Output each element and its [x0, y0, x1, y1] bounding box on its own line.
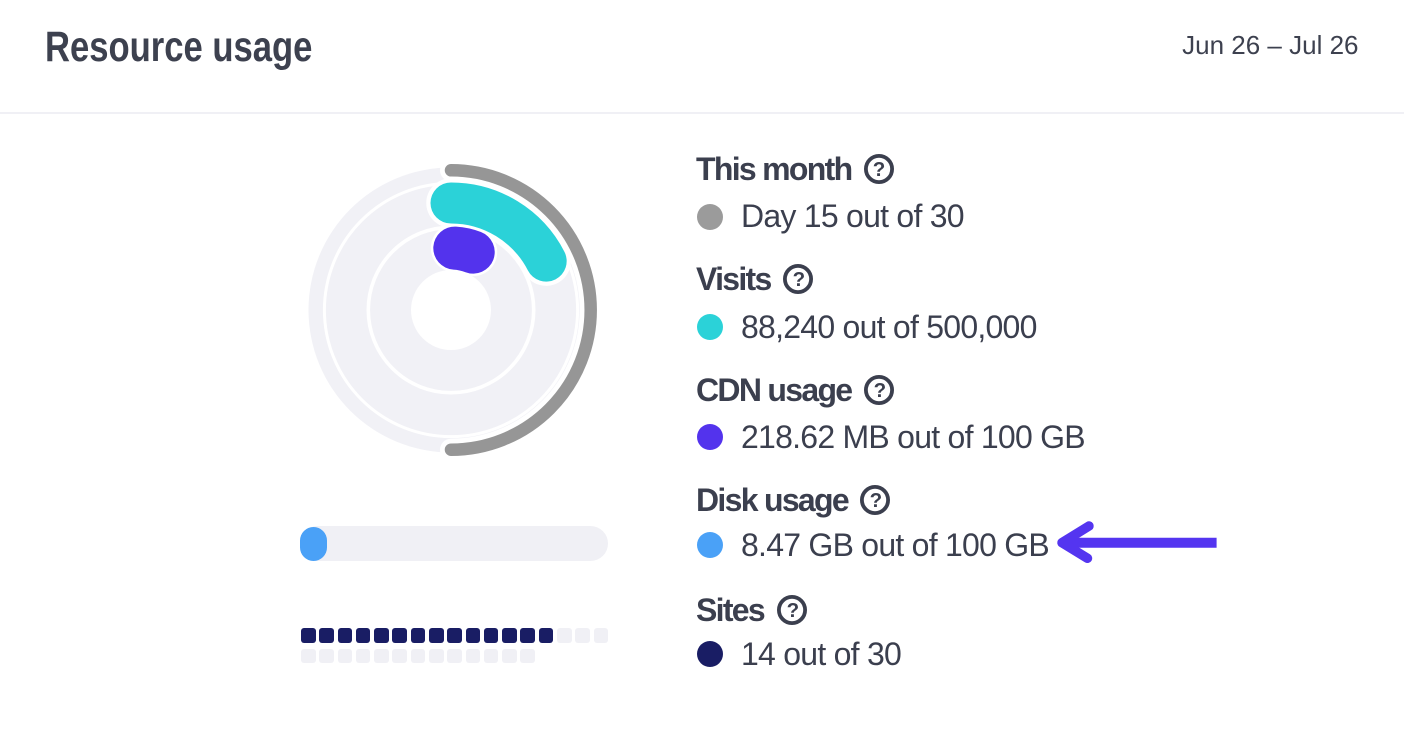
svg-text:?: ?	[870, 490, 882, 513]
svg-text:?: ?	[873, 379, 885, 402]
svg-text:?: ?	[793, 269, 805, 292]
svg-text:?: ?	[786, 600, 798, 623]
svg-text:?: ?	[873, 158, 886, 181]
